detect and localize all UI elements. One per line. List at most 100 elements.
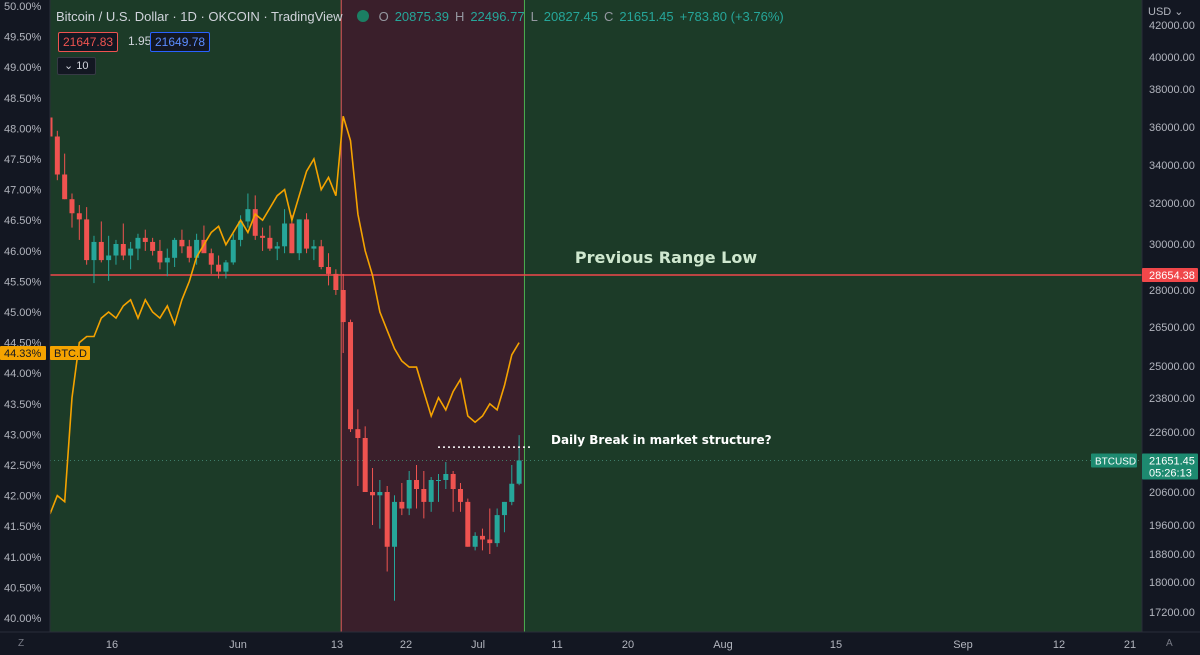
candle-body: [348, 322, 354, 430]
candle-body: [487, 539, 493, 544]
price-tick-label: 22600.00: [1149, 427, 1195, 439]
candle-body: [62, 174, 68, 200]
price-tick-label: 28000.00: [1149, 285, 1195, 297]
candle-body: [84, 219, 90, 261]
candle-body: [472, 535, 478, 547]
dominance-value-tag: [0, 346, 46, 361]
visibility-icon[interactable]: [356, 10, 369, 22]
price-tick-label: 30000.00: [1149, 239, 1195, 251]
time-axis-bg: [0, 632, 1200, 655]
last-price-value: 21651.45: [1149, 455, 1195, 467]
open-value: 20875.39: [394, 8, 449, 24]
dominance-tick-label: 47.50%: [4, 154, 42, 166]
annotation-text: Daily Break in market structure?: [551, 433, 772, 447]
price-tick-label: 32000.00: [1149, 198, 1195, 210]
dominance-name-tag: [50, 346, 90, 361]
candle-body: [106, 255, 112, 261]
candle-body: [54, 136, 60, 175]
time-tick-label: 21: [1124, 639, 1136, 651]
candle-body: [494, 515, 500, 544]
price-tick-label: 18000.00: [1149, 577, 1195, 589]
candle-body: [194, 239, 200, 258]
sell-price-button[interactable]: 21647.83: [58, 32, 119, 52]
candle-body: [384, 492, 390, 547]
price-tick-label: 18800.00: [1149, 549, 1195, 561]
candle-body: [479, 535, 485, 540]
high-value: 22496.77: [470, 8, 525, 24]
symbol-title[interactable]: Bitcoin / U.S. Dollar · 1D · OKCOIN · Tr…: [56, 8, 343, 24]
candle-body: [311, 246, 317, 249]
candle-body: [370, 492, 376, 496]
price-tick-label: 40000.00: [1149, 52, 1195, 64]
candle-body: [501, 501, 507, 516]
dominance-tick-label: 42.00%: [4, 491, 42, 503]
dominance-tick-label: 44.00%: [4, 368, 42, 380]
candle-body: [128, 248, 134, 256]
indicator-collapse-button[interactable]: ⌄ 10: [57, 57, 96, 75]
candle-body: [150, 241, 156, 251]
candle-body: [282, 223, 288, 247]
candle-body: [113, 244, 119, 256]
price-tick-label: 42000.00: [1149, 20, 1195, 32]
zoom-icon[interactable]: Z: [18, 638, 25, 649]
close-label: C: [604, 8, 614, 24]
price-tick-label: 19600.00: [1149, 520, 1195, 532]
dominance-tick-label: 43.50%: [4, 399, 42, 411]
candle-body: [157, 250, 163, 263]
price-tick-label: 23800.00: [1149, 393, 1195, 405]
candle-body: [392, 501, 398, 547]
candle-body: [252, 209, 258, 236]
candle-body: [406, 480, 412, 509]
candle-body: [238, 221, 244, 240]
candle-body: [69, 199, 75, 214]
candle-body: [164, 257, 170, 263]
range-low-label: Previous Range Low: [575, 248, 757, 267]
candle-body: [245, 209, 251, 222]
chart-header: Bitcoin / U.S. Dollar · 1D · OKCOIN · Tr…: [56, 6, 784, 26]
time-tick-label: Jul: [471, 639, 485, 651]
candle-body: [179, 239, 185, 247]
open-label: O: [378, 8, 389, 24]
candle-body: [355, 429, 361, 438]
time-tick-label: 16: [106, 639, 118, 651]
candle-body: [216, 264, 222, 272]
price-axis-bg: [1142, 0, 1200, 655]
candle-body: [326, 267, 332, 274]
btc-dominance-line: [49, 115, 520, 515]
candle-body: [267, 237, 273, 249]
price-tick-label: 25000.00: [1149, 361, 1195, 373]
time-tick-label: Jun: [229, 639, 247, 651]
candle-body: [362, 438, 368, 492]
time-tick-label: 13: [331, 639, 343, 651]
last-price-tag: [1142, 453, 1198, 480]
candle-body: [443, 474, 449, 480]
dominance-tick-label: 48.00%: [4, 123, 42, 135]
price-tick-label: 17200.00: [1149, 607, 1195, 619]
dominance-tick-label: 43.00%: [4, 429, 42, 441]
buy-price-button[interactable]: 21649.78: [150, 32, 211, 52]
candle-body: [223, 262, 229, 272]
green-zone: [50, 0, 1142, 632]
currency-selector[interactable]: USD ⌄: [1148, 6, 1184, 18]
dominance-tick-label: 40.50%: [4, 582, 42, 594]
candle-body: [120, 244, 126, 256]
dominance-name: BTC.D: [54, 348, 87, 360]
indicator-count: 10: [76, 60, 89, 72]
auto-scale-icon[interactable]: A: [1166, 638, 1173, 649]
time-tick-label: Aug: [713, 639, 733, 651]
candle-body: [98, 241, 104, 261]
candle-body: [296, 219, 302, 254]
low-label: L: [530, 8, 538, 24]
dominance-tick-label: 40.00%: [4, 613, 42, 625]
price-tick-label: 34000.00: [1149, 160, 1195, 172]
price-tick-label: 20600.00: [1149, 487, 1195, 499]
candle-body: [289, 223, 295, 254]
range-low-price-value: 28654.38: [1149, 270, 1195, 282]
candle-body: [304, 219, 310, 249]
candle-body: [318, 246, 324, 267]
price-tick-label: 26500.00: [1149, 322, 1195, 334]
candle-body: [76, 213, 82, 220]
dominance-tick-label: 45.00%: [4, 307, 42, 319]
dominance-tick-label: 50.00%: [4, 1, 42, 13]
